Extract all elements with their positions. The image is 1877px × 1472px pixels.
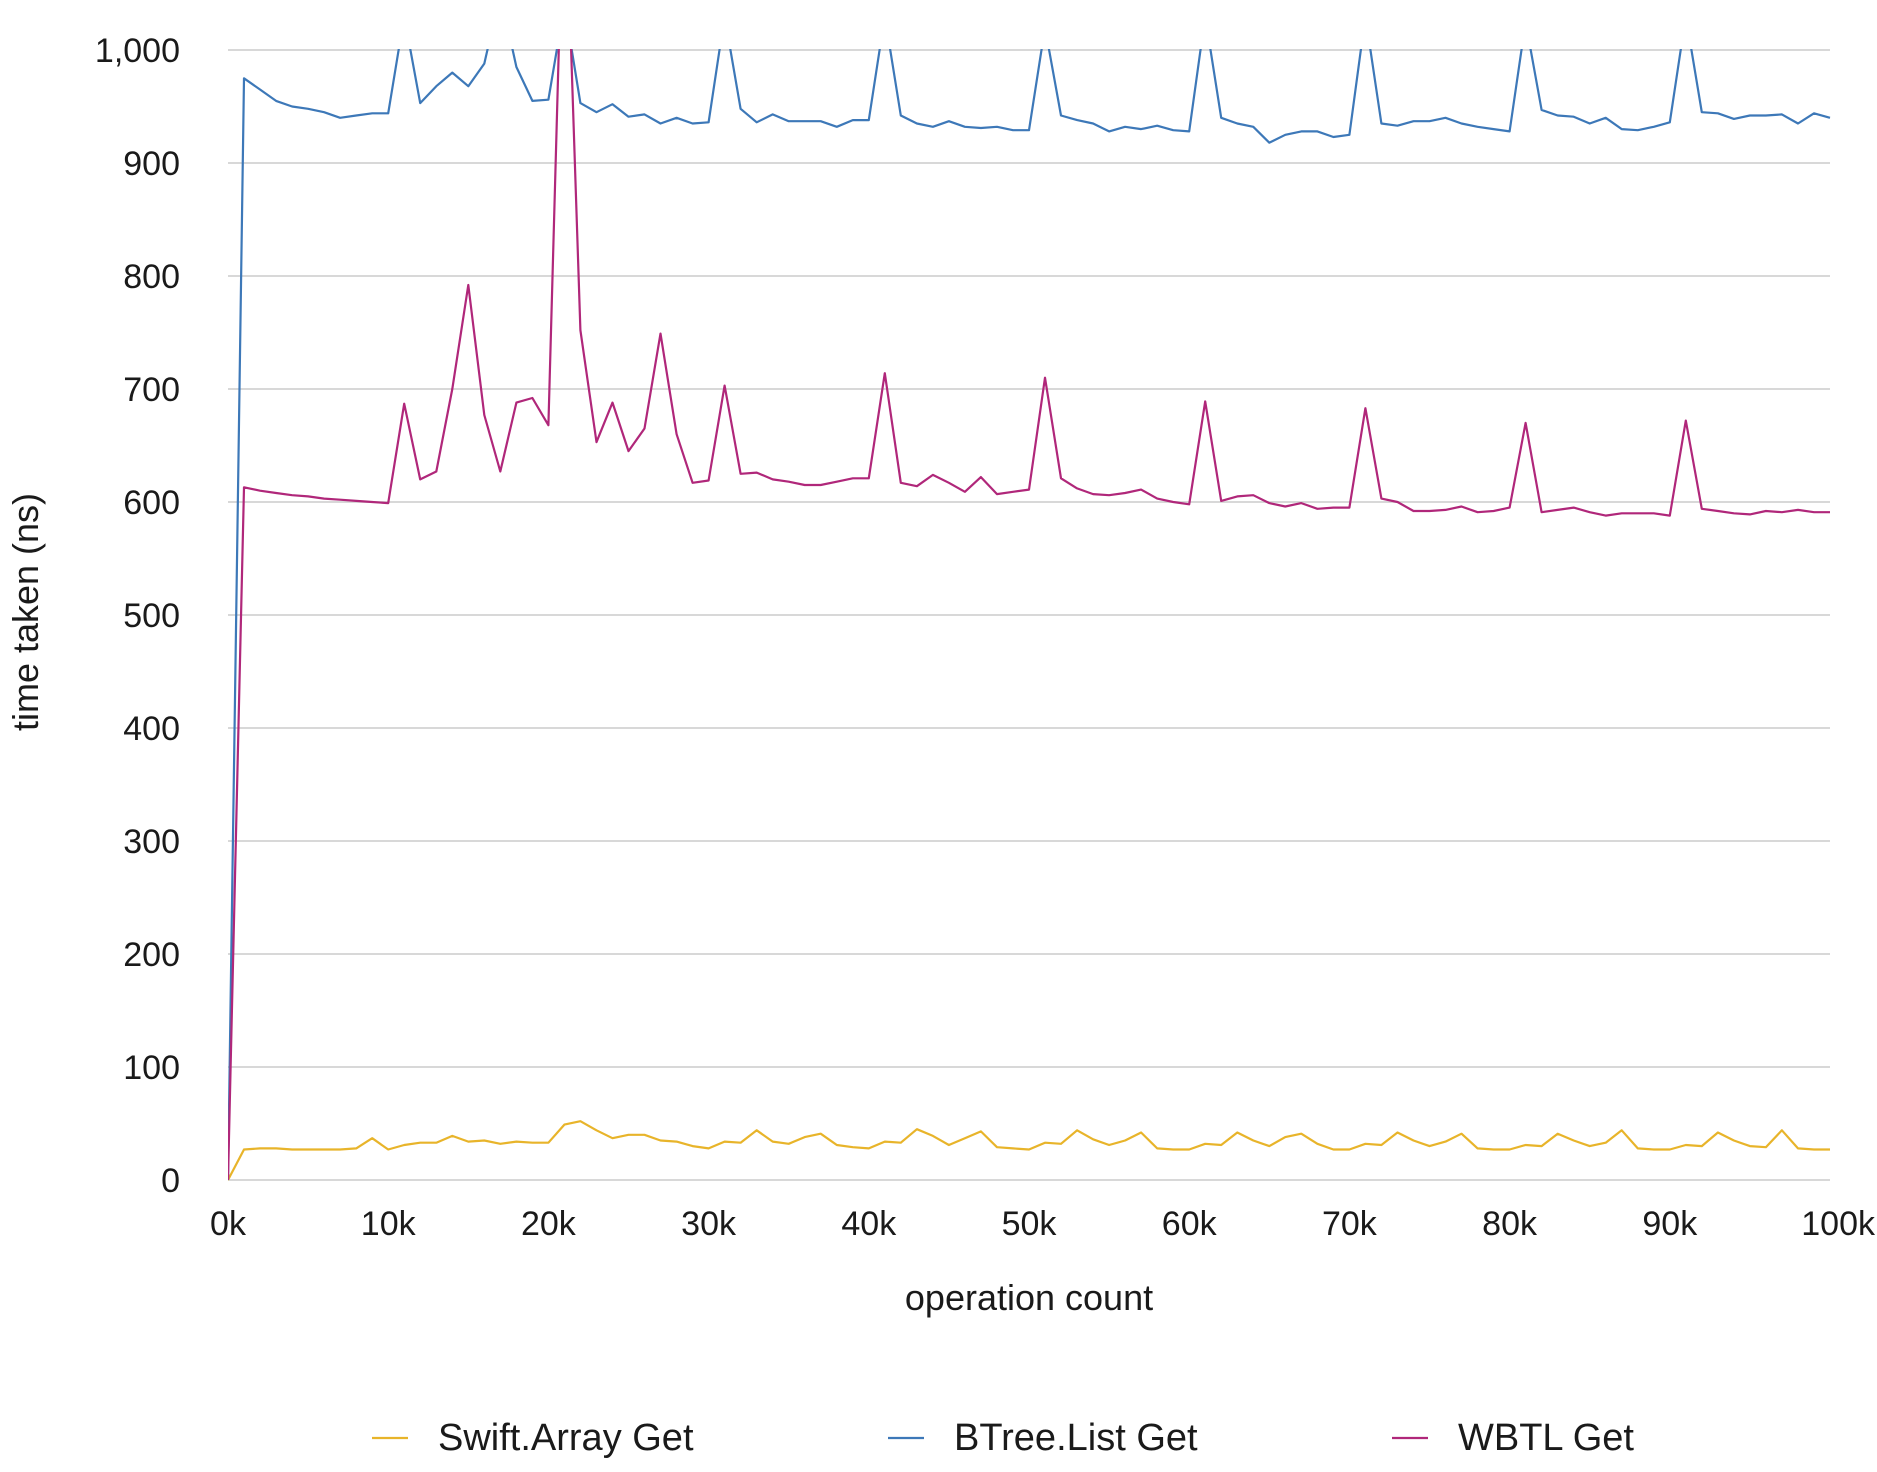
y-tick-label-0: 0: [161, 1162, 180, 1200]
x-tick-label-3: 30k: [681, 1205, 737, 1243]
x-tick-label-7: 70k: [1322, 1205, 1378, 1243]
legend-label-1: BTree.List Get: [954, 1417, 1198, 1459]
y-tick-label-1: 100: [123, 1049, 180, 1087]
gridlines: [228, 49, 1830, 1181]
series-line-0: [228, 1120, 1830, 1181]
x-tick-label-4: 40k: [841, 1205, 897, 1243]
x-tick-label-2: 20k: [521, 1205, 577, 1243]
legend-label-0: Swift.Array Get: [438, 1417, 694, 1459]
legend-label-2: WBTL Get: [1458, 1417, 1634, 1459]
y-tick-label-4: 400: [123, 710, 180, 748]
y-tick-label-8: 800: [123, 258, 180, 296]
x-axis-title: operation count: [905, 1277, 1153, 1318]
y-tick-label-7: 700: [123, 371, 180, 409]
y-tick-label-5: 500: [123, 597, 180, 635]
y-tick-label-2: 200: [123, 936, 180, 974]
y-axis-title: time taken (ns): [5, 493, 46, 731]
series-line-2: [228, 49, 1830, 1181]
x-tick-label-1: 10k: [361, 1205, 417, 1243]
x-tick-label-0: 0k: [210, 1205, 247, 1243]
legend: Swift.Array Get BTree.List Get WBTL Get: [372, 1417, 1634, 1459]
series-line-1: [228, 49, 1831, 1181]
y-tick-label-9: 900: [123, 145, 180, 183]
x-tick-label-6: 60k: [1162, 1205, 1218, 1243]
y-axis-tick-labels: 0 100 200 300 400 500 600 700 800 900 1,000: [95, 32, 180, 1200]
x-tick-label-9: 90k: [1642, 1205, 1698, 1243]
x-tick-label-8: 80k: [1482, 1205, 1538, 1243]
x-tick-label-10: 100k: [1801, 1205, 1876, 1243]
y-tick-label-10: 1,000: [95, 32, 180, 70]
x-axis-tick-labels: 0k 10k 20k 30k 40k 50k 60k 70k 80k 90k 100k: [210, 1205, 1876, 1243]
x-tick-label-5: 50k: [1002, 1205, 1058, 1243]
series-lines: [228, 49, 1831, 1181]
y-tick-label-3: 300: [123, 823, 180, 861]
y-tick-label-6: 600: [123, 484, 180, 522]
